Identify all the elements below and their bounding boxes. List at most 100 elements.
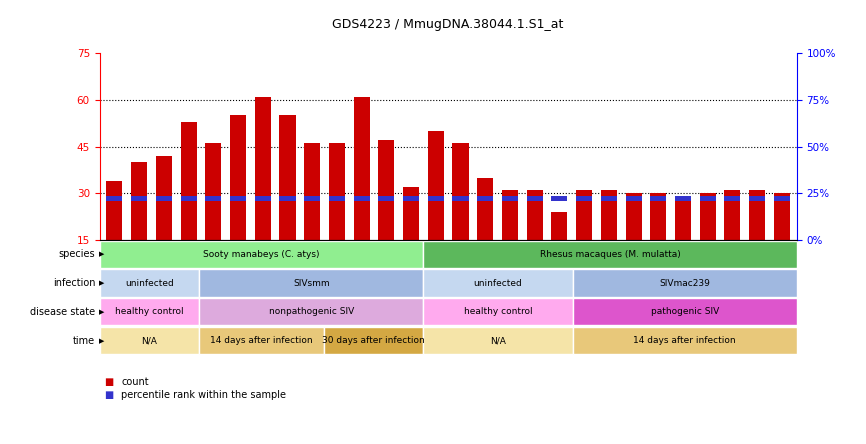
- Bar: [156, 156, 171, 240]
- Bar: [131, 162, 147, 240]
- Bar: [725, 196, 740, 201]
- Bar: [625, 196, 642, 201]
- Bar: [230, 115, 246, 240]
- Bar: [156, 196, 171, 201]
- Bar: [749, 190, 766, 240]
- Bar: [100, 298, 199, 325]
- Bar: [304, 196, 320, 201]
- Bar: [428, 131, 444, 240]
- Bar: [749, 196, 766, 201]
- Text: time: time: [73, 336, 95, 346]
- Text: 14 days after infection: 14 days after infection: [210, 336, 313, 345]
- Text: 14 days after infection: 14 days after infection: [633, 336, 736, 345]
- Text: GDS4223 / MmugDNA.38044.1.S1_at: GDS4223 / MmugDNA.38044.1.S1_at: [333, 18, 564, 31]
- Bar: [477, 196, 494, 201]
- Bar: [700, 193, 716, 240]
- Bar: [572, 298, 797, 325]
- Text: count: count: [121, 377, 149, 387]
- Text: percentile rank within the sample: percentile rank within the sample: [121, 390, 287, 400]
- Bar: [527, 196, 543, 201]
- Bar: [403, 187, 419, 240]
- Bar: [205, 196, 222, 201]
- Text: species: species: [59, 249, 95, 259]
- Text: 30 days after infection: 30 days after infection: [322, 336, 425, 345]
- Bar: [100, 270, 199, 297]
- Bar: [502, 196, 518, 201]
- Bar: [329, 143, 345, 240]
- Bar: [601, 196, 617, 201]
- Text: Rhesus macaques (M. mulatta): Rhesus macaques (M. mulatta): [540, 250, 681, 259]
- Bar: [199, 327, 324, 354]
- Bar: [774, 193, 790, 240]
- Bar: [725, 190, 740, 240]
- Text: uninfected: uninfected: [474, 278, 522, 288]
- Text: uninfected: uninfected: [125, 278, 174, 288]
- Text: ▶: ▶: [99, 309, 104, 315]
- Bar: [423, 270, 572, 297]
- Bar: [572, 270, 797, 297]
- Bar: [280, 115, 295, 240]
- Text: Sooty manabeys (C. atys): Sooty manabeys (C. atys): [204, 250, 320, 259]
- Bar: [304, 143, 320, 240]
- Text: ▶: ▶: [99, 338, 104, 344]
- Bar: [403, 196, 419, 201]
- Bar: [180, 122, 197, 240]
- Text: healthy control: healthy control: [115, 307, 184, 317]
- Bar: [452, 196, 469, 201]
- Bar: [576, 196, 592, 201]
- Bar: [199, 298, 423, 325]
- Bar: [552, 196, 567, 201]
- Bar: [774, 196, 790, 201]
- Bar: [601, 190, 617, 240]
- Bar: [107, 181, 122, 240]
- Bar: [477, 178, 494, 240]
- Bar: [324, 327, 423, 354]
- Bar: [452, 143, 469, 240]
- Bar: [131, 196, 147, 201]
- Bar: [329, 196, 345, 201]
- Bar: [675, 196, 691, 201]
- Text: SIVsmm: SIVsmm: [293, 278, 330, 288]
- Text: ▶: ▶: [99, 280, 104, 286]
- Bar: [428, 196, 444, 201]
- Bar: [353, 97, 370, 240]
- Bar: [255, 196, 271, 201]
- Bar: [100, 327, 199, 354]
- Bar: [576, 190, 592, 240]
- Bar: [353, 196, 370, 201]
- Text: ■: ■: [104, 377, 113, 387]
- Bar: [423, 241, 797, 268]
- Bar: [255, 97, 271, 240]
- Text: healthy control: healthy control: [463, 307, 533, 317]
- Bar: [700, 196, 716, 201]
- Text: infection: infection: [53, 278, 95, 288]
- Bar: [650, 196, 666, 201]
- Bar: [675, 196, 691, 240]
- Bar: [552, 212, 567, 240]
- Text: pathogenic SIV: pathogenic SIV: [650, 307, 719, 317]
- Bar: [280, 196, 295, 201]
- Bar: [100, 241, 423, 268]
- Bar: [650, 193, 666, 240]
- Bar: [107, 196, 122, 201]
- Text: N/A: N/A: [141, 336, 158, 345]
- Text: ■: ■: [104, 390, 113, 400]
- Bar: [378, 140, 394, 240]
- Bar: [527, 190, 543, 240]
- Text: N/A: N/A: [490, 336, 506, 345]
- Text: disease state: disease state: [30, 307, 95, 317]
- Bar: [100, 53, 797, 240]
- Bar: [625, 193, 642, 240]
- Bar: [502, 190, 518, 240]
- Bar: [205, 143, 222, 240]
- Bar: [199, 270, 423, 297]
- Bar: [572, 327, 797, 354]
- Text: ▶: ▶: [99, 251, 104, 257]
- Bar: [423, 298, 572, 325]
- Bar: [423, 327, 572, 354]
- Bar: [378, 196, 394, 201]
- Text: nonpathogenic SIV: nonpathogenic SIV: [268, 307, 354, 317]
- Bar: [230, 196, 246, 201]
- Text: SIVmac239: SIVmac239: [659, 278, 710, 288]
- Bar: [180, 196, 197, 201]
